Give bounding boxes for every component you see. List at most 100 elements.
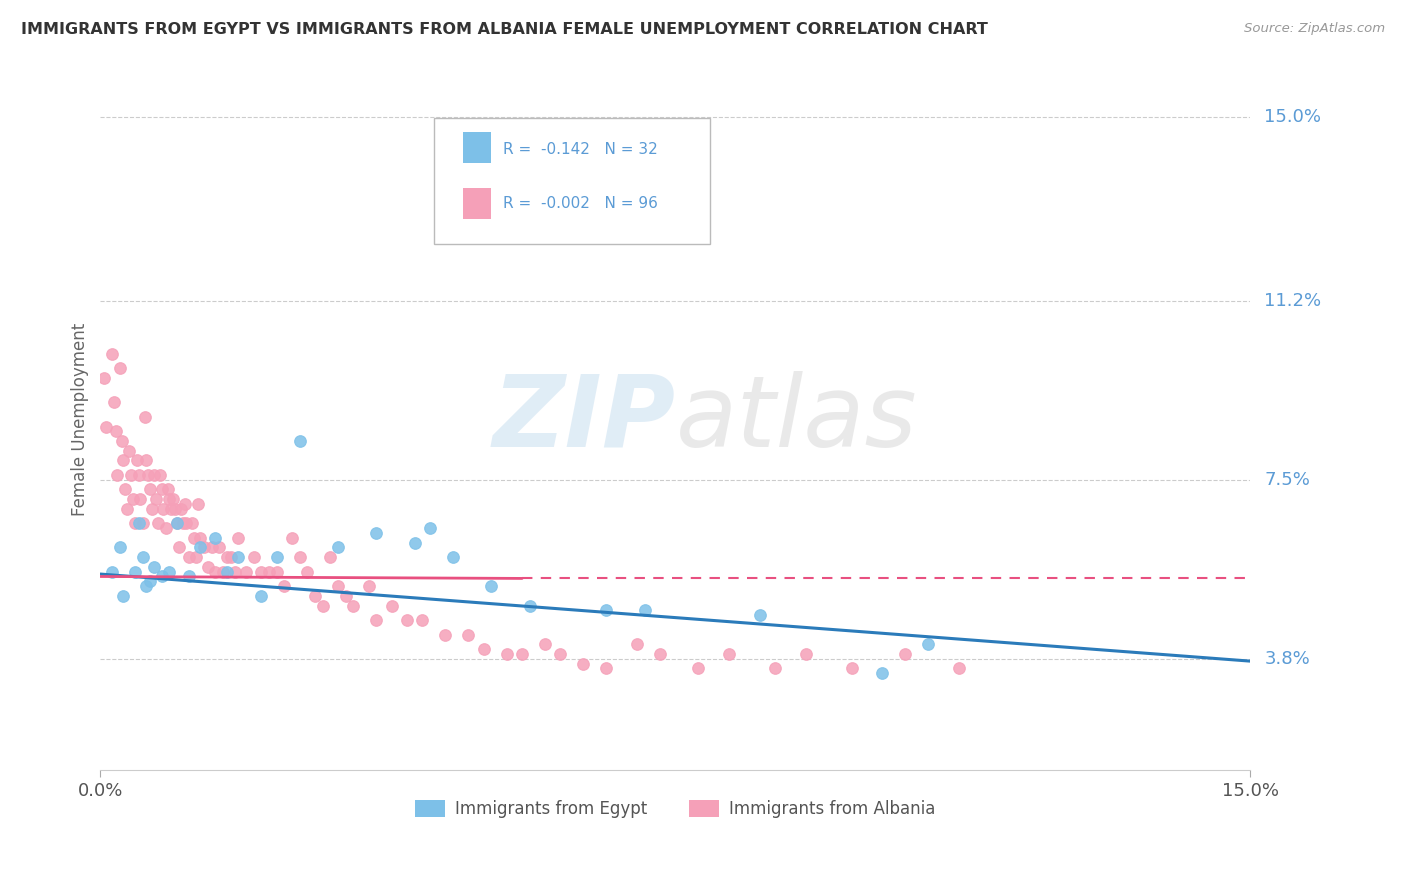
Point [250,565,273,579]
Text: 7.5%: 7.5% [1264,471,1310,489]
Text: IMMIGRANTS FROM EGYPT VS IMMIGRANTS FROM ALBANIA FEMALE UNEMPLOYMENT CORRELATION: IMMIGRANTS FROM EGYPT VS IMMIGRANTS FROM… [21,22,988,37]
Point [510,647,533,661]
Point [188,541,211,555]
Point [165,501,187,516]
Text: 3.8%: 3.8% [1264,649,1310,668]
Point [257,565,280,579]
Point [281,531,304,545]
Point [948,661,970,675]
Point [145,492,167,507]
Point [219,550,242,565]
Text: atlas: atlas [675,371,917,467]
Point [108,541,131,555]
Point [304,589,326,603]
Point [127,453,149,467]
Point [688,661,710,675]
Point [112,453,135,467]
Point [121,492,143,507]
Point [139,574,162,589]
Point [297,565,319,579]
Point [157,492,180,507]
Point [96,419,118,434]
Point [128,467,150,482]
Point [136,467,159,482]
Point [150,569,173,583]
Point [101,565,124,579]
Point [108,361,131,376]
Point [166,516,188,531]
Point [129,492,152,507]
Point [143,559,166,574]
Bar [463,132,492,163]
Point [626,637,648,651]
Point [204,531,226,545]
Point [174,516,197,531]
Point [139,483,162,497]
Point [197,559,219,574]
Point [366,613,388,627]
Point [228,550,250,565]
Point [472,642,495,657]
Point [111,434,134,448]
Point [335,589,357,603]
Legend: Immigrants from Egypt, Immigrants from Albania: Immigrants from Egypt, Immigrants from A… [409,793,942,825]
Point [266,550,288,565]
Point [519,599,541,613]
Point [150,483,173,497]
Point [162,492,184,507]
Point [128,516,150,531]
Point [250,589,273,603]
Point [172,516,194,531]
Point [208,541,231,555]
Point [193,541,215,555]
Point [187,497,209,511]
Text: R =  -0.142   N = 32: R = -0.142 N = 32 [503,142,658,157]
Point [342,599,364,613]
Point [114,483,136,497]
Point [434,627,457,641]
Point [93,371,115,385]
Point [115,501,138,516]
Point [595,603,617,617]
Point [763,661,786,675]
Point [718,647,741,661]
Point [143,467,166,482]
Point [135,453,157,467]
Point [441,550,464,565]
Point [141,501,163,516]
Point [105,467,128,482]
Point [156,483,179,497]
Point [167,541,190,555]
Point [242,550,264,565]
Point [120,467,142,482]
Point [103,395,125,409]
Point [319,550,342,565]
Point [146,516,169,531]
Point [419,521,441,535]
Point [457,627,479,641]
Text: R =  -0.002   N = 96: R = -0.002 N = 96 [503,195,658,211]
Text: 15.0%: 15.0% [1264,108,1322,126]
Text: 11.2%: 11.2% [1264,292,1322,310]
Point [266,565,288,579]
Point [101,347,124,361]
Point [200,541,222,555]
Point [112,589,135,603]
Point [872,666,894,681]
Point [357,579,380,593]
Point [118,443,141,458]
Point [173,497,195,511]
Point [177,569,200,583]
Point [104,425,127,439]
Point [149,467,172,482]
Y-axis label: Female Unemployment: Female Unemployment [72,323,89,516]
Point [411,613,433,627]
Point [326,541,349,555]
Point [215,550,238,565]
Point [124,565,146,579]
Point [396,613,419,627]
Point [181,516,204,531]
Point [183,531,205,545]
Point [166,516,188,531]
Point [155,521,177,535]
